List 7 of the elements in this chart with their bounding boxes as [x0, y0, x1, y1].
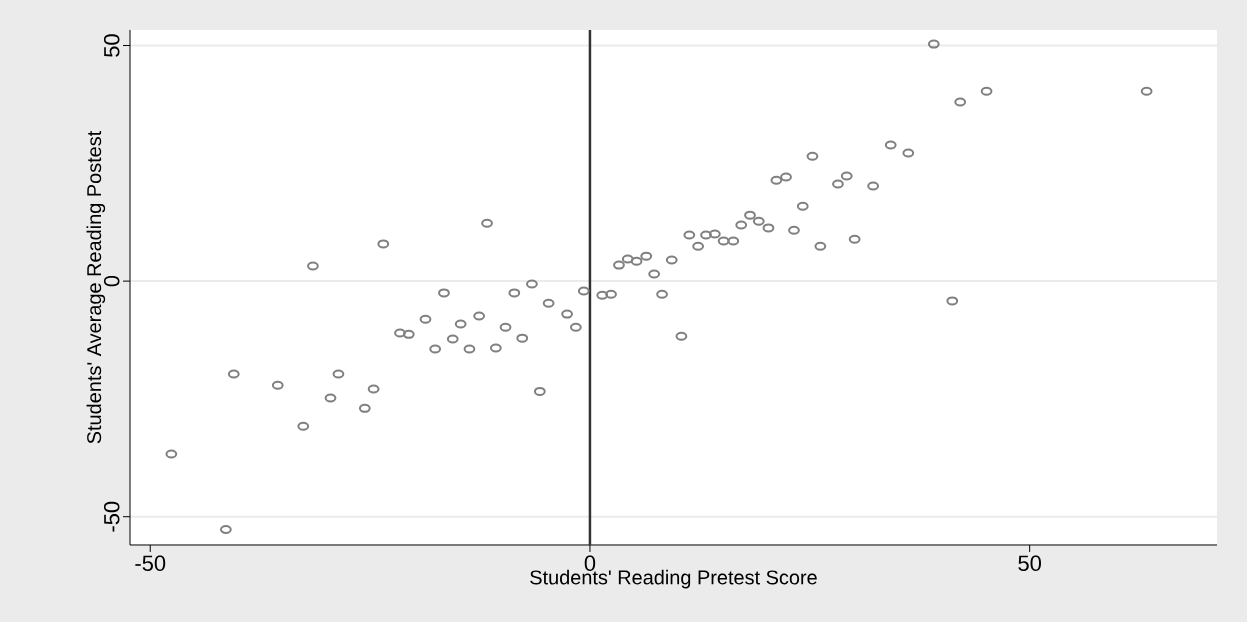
x-tick-label: 50: [1018, 555, 1041, 572]
y-tick-label: -50: [103, 501, 120, 532]
y-tick-label: 50: [103, 34, 120, 57]
x-axis-title: Students' Reading Pretest Score: [530, 569, 817, 589]
x-tick-label: -50: [135, 555, 166, 572]
x-tick-label: 0: [584, 555, 596, 572]
y-tick-label: 0: [103, 275, 120, 287]
